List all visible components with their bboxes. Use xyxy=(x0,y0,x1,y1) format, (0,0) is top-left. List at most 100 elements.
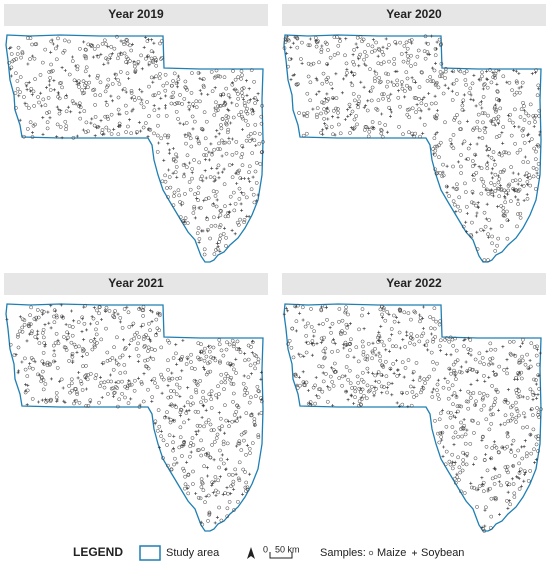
soybean-sample xyxy=(31,54,34,58)
soybean-sample xyxy=(534,382,538,386)
maize-sample xyxy=(363,50,367,54)
soybean-sample xyxy=(76,376,80,380)
maize-sample xyxy=(528,183,533,188)
maize-sample xyxy=(29,86,34,91)
maize-sample xyxy=(199,342,203,347)
maize-sample xyxy=(54,391,59,395)
maize-sample xyxy=(461,426,466,431)
soybean-sample xyxy=(230,137,234,141)
maize-sample xyxy=(432,326,437,331)
maize-sample xyxy=(502,421,507,426)
soybean-sample xyxy=(300,61,304,65)
soybean-sample xyxy=(176,85,179,89)
soybean-sample xyxy=(523,439,527,443)
maize-sample xyxy=(84,65,89,70)
maize-sample xyxy=(351,59,355,64)
maize-sample xyxy=(327,386,332,391)
soybean-sample xyxy=(17,369,21,373)
soybean-sample xyxy=(180,444,184,448)
soybean-sample xyxy=(374,353,378,357)
maize-sample xyxy=(438,171,442,175)
maize-sample xyxy=(103,308,108,313)
maize-sample xyxy=(67,39,71,44)
maize-sample xyxy=(238,350,243,354)
maize-sample xyxy=(491,150,496,154)
maize-sample xyxy=(237,439,242,444)
maize-sample xyxy=(470,367,474,372)
maize-sample xyxy=(383,318,388,323)
maize-sample xyxy=(418,319,422,324)
maize-sample xyxy=(368,89,373,94)
maize-sample xyxy=(231,391,236,396)
maize-sample xyxy=(84,373,89,377)
maize-sample xyxy=(45,126,50,131)
soybean-sample xyxy=(53,359,57,363)
panel-header xyxy=(282,4,546,26)
maize-sample xyxy=(220,117,225,121)
soybean-sample xyxy=(359,80,363,84)
maize-sample xyxy=(491,121,495,126)
soybean-sample xyxy=(435,40,439,44)
maize-sample xyxy=(493,75,497,80)
maize-sample xyxy=(106,83,110,88)
maize-sample xyxy=(194,99,199,104)
maize-sample xyxy=(212,113,217,117)
maize-sample xyxy=(349,337,353,342)
maize-sample xyxy=(325,62,329,66)
soybean-sample xyxy=(484,453,488,456)
maize-sample xyxy=(52,314,56,319)
soybean-sample xyxy=(537,87,540,91)
soybean-sample xyxy=(314,76,318,80)
maize-sample xyxy=(155,385,160,390)
maize-sample xyxy=(513,354,518,358)
maize-sample xyxy=(481,527,485,531)
soybean-sample xyxy=(220,154,224,158)
maize-sample xyxy=(518,211,523,216)
soybean-sample xyxy=(80,354,84,358)
maize-sample xyxy=(367,129,372,134)
soybean-sample xyxy=(421,327,425,330)
soybean-sample xyxy=(516,182,520,186)
maize-sample xyxy=(492,482,497,486)
soybean-sample xyxy=(473,163,477,167)
maize-sample xyxy=(519,376,524,381)
maize-sample xyxy=(471,418,475,423)
soybean-sample xyxy=(308,37,312,41)
soybean-sample xyxy=(371,38,375,42)
soybean-sample xyxy=(486,160,490,164)
maize-sample xyxy=(165,443,169,447)
soybean-sample xyxy=(199,520,203,524)
maize-sample xyxy=(192,204,197,209)
maize-sample xyxy=(242,101,247,105)
soybean-sample xyxy=(384,348,388,352)
maize-sample xyxy=(84,48,88,52)
maize-sample xyxy=(381,96,385,101)
maize-sample xyxy=(451,164,455,169)
soybean-sample xyxy=(435,109,439,112)
soybean-sample xyxy=(128,118,131,122)
soybean-sample xyxy=(484,217,488,221)
maize-sample xyxy=(461,98,466,103)
maize-sample xyxy=(241,467,246,472)
maize-sample xyxy=(374,106,379,111)
maize-sample xyxy=(256,433,261,437)
maize-sample xyxy=(234,371,238,375)
maize-sample xyxy=(480,74,484,79)
maize-sample xyxy=(433,101,438,106)
maize-sample xyxy=(531,114,536,118)
maize-sample xyxy=(178,376,183,381)
maize-sample xyxy=(178,425,183,430)
maize-sample xyxy=(242,393,247,397)
maize-sample xyxy=(391,83,396,87)
soybean-sample xyxy=(462,338,466,342)
soybean-sample xyxy=(255,199,258,203)
soybean-sample xyxy=(203,367,206,371)
maize-sample xyxy=(450,383,455,388)
soybean-sample xyxy=(57,92,61,96)
maize-sample xyxy=(511,339,516,344)
maize-sample xyxy=(104,326,108,331)
maize-sample xyxy=(236,476,241,481)
maize-sample xyxy=(330,349,334,354)
soybean-sample xyxy=(137,120,141,124)
soybean-sample xyxy=(491,370,495,374)
